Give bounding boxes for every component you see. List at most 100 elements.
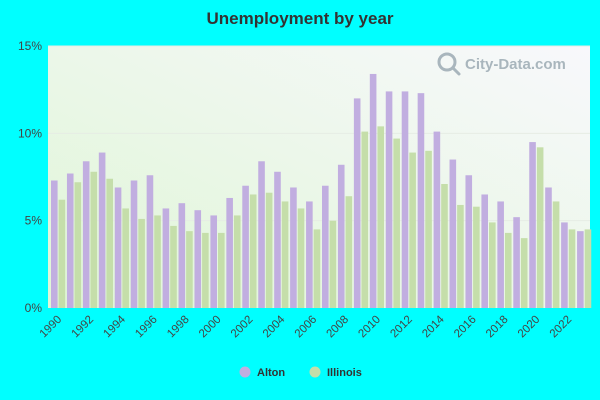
legend-swatch-illinois [309, 366, 321, 378]
x-axis-ticks: 1990 1992 1994 1996 1998 2000 2002 2004 2006 2008… [38, 313, 575, 340]
legend: Alton Illinois [239, 366, 362, 379]
magnifier-icon [437, 52, 461, 76]
bar-alton-2022 [561, 222, 568, 308]
bar-illinois-2021 [552, 201, 560, 308]
bar-alton-2010 [369, 73, 377, 308]
x-tick-label: 2012 [388, 314, 415, 341]
bar-alton-2001 [226, 197, 233, 308]
x-tick-label: 2010 [356, 314, 383, 341]
bar-illinois-2009 [361, 131, 369, 308]
bar-illinois-2011 [393, 138, 400, 308]
bars [51, 73, 592, 309]
bar-alton-2003 [258, 161, 265, 308]
legend-item-illinois: Illinois [309, 366, 362, 379]
bar-illinois-1991 [74, 182, 82, 308]
y-tick-label: 10% [18, 126, 42, 140]
legend-label-illinois: Illinois [327, 367, 362, 379]
bar-illinois-2012 [409, 152, 416, 308]
bar-illinois-2022 [568, 229, 576, 308]
bar-illinois-2010 [377, 126, 385, 308]
bar-alton-1995 [130, 180, 138, 308]
x-tick-label: 1992 [70, 314, 97, 341]
bar-illinois-2004 [281, 201, 289, 308]
x-tick-label: 1998 [165, 314, 192, 341]
bar-illinois-1996 [154, 215, 161, 308]
bar-alton-1997 [162, 208, 170, 308]
bar-alton-2012 [401, 91, 409, 308]
bar-illinois-2003 [265, 192, 273, 308]
y-tick-label: 0% [25, 301, 43, 315]
bar-alton-1993 [98, 152, 106, 308]
bar-illinois-1992 [90, 171, 98, 308]
bar-alton-2018 [497, 201, 504, 308]
bar-alton-2009 [353, 98, 361, 309]
bar-alton-2008 [337, 164, 345, 308]
bar-illinois-2019 [520, 238, 528, 308]
bar-illinois-2007 [329, 220, 337, 308]
bar-alton-2005 [290, 187, 297, 308]
bar-alton-2004 [274, 171, 281, 308]
bar-alton-2011 [385, 91, 393, 308]
bar-alton-2013 [417, 93, 425, 308]
bar-illinois-2005 [297, 208, 305, 308]
bar-illinois-1999 [202, 232, 209, 308]
bar-illinois-2001 [233, 215, 241, 308]
bar-illinois-1993 [106, 178, 114, 308]
bar-alton-2020 [529, 142, 536, 308]
bar-illinois-2002 [249, 194, 257, 308]
bar-alton-2023 [577, 231, 584, 308]
bar-illinois-2013 [425, 150, 432, 308]
bar-illinois-1995 [138, 218, 145, 308]
bar-alton-1991 [66, 173, 74, 308]
x-tick-label: 2020 [516, 314, 543, 341]
legend-item-alton: Alton [239, 366, 285, 379]
bar-alton-1992 [82, 161, 90, 308]
y-axis-ticks: 0% 5% 10% 15% [18, 39, 42, 315]
bar-illinois-1997 [170, 225, 177, 308]
x-tick-label: 1996 [133, 314, 160, 341]
bar-alton-1998 [178, 203, 186, 308]
bar-alton-2007 [322, 185, 329, 308]
bar-alton-2000 [210, 215, 218, 308]
x-tick-label: 2016 [452, 314, 479, 341]
bar-illinois-2000 [218, 232, 225, 308]
chart-title: Unemployment by year [206, 9, 393, 28]
watermark-text: City-Data.com [465, 56, 566, 73]
legend-label-alton: Alton [257, 367, 285, 379]
bar-illinois-2020 [536, 147, 544, 308]
y-tick-label: 15% [18, 39, 42, 53]
bar-illinois-1994 [122, 208, 129, 308]
y-tick-label: 5% [25, 214, 43, 228]
x-tick-label: 2004 [261, 313, 288, 340]
bar-illinois-2006 [313, 229, 321, 308]
bar-illinois-1990 [58, 199, 66, 308]
x-tick-label: 2008 [325, 314, 352, 341]
bar-alton-1994 [114, 187, 122, 308]
bar-alton-1996 [146, 175, 154, 308]
bar-illinois-2023 [584, 229, 592, 308]
x-tick-label: 2018 [484, 314, 511, 341]
bar-alton-1990 [51, 180, 58, 308]
bar-illinois-2014 [441, 183, 448, 308]
watermark: City-Data.com [437, 52, 566, 76]
bar-illinois-2018 [504, 232, 512, 308]
bar-alton-2017 [481, 194, 489, 308]
x-tick-label: 1990 [38, 314, 65, 341]
bar-alton-2019 [513, 217, 520, 308]
x-tick-label: 2002 [229, 314, 256, 341]
bar-alton-2006 [306, 201, 313, 308]
x-tick-label: 2014 [420, 313, 447, 340]
legend-swatch-alton [239, 366, 251, 378]
x-tick-label: 2000 [197, 314, 224, 341]
x-tick-label: 2006 [293, 314, 320, 341]
bar-alton-2002 [242, 185, 249, 308]
bar-alton-1999 [194, 210, 202, 308]
x-tick-label: 2022 [548, 314, 575, 341]
bar-illinois-2016 [473, 206, 480, 308]
bar-illinois-2015 [457, 204, 464, 308]
bar-alton-2015 [449, 159, 457, 308]
bar-illinois-2008 [345, 196, 353, 308]
bar-illinois-2017 [489, 222, 496, 308]
bar-illinois-1998 [186, 231, 193, 308]
